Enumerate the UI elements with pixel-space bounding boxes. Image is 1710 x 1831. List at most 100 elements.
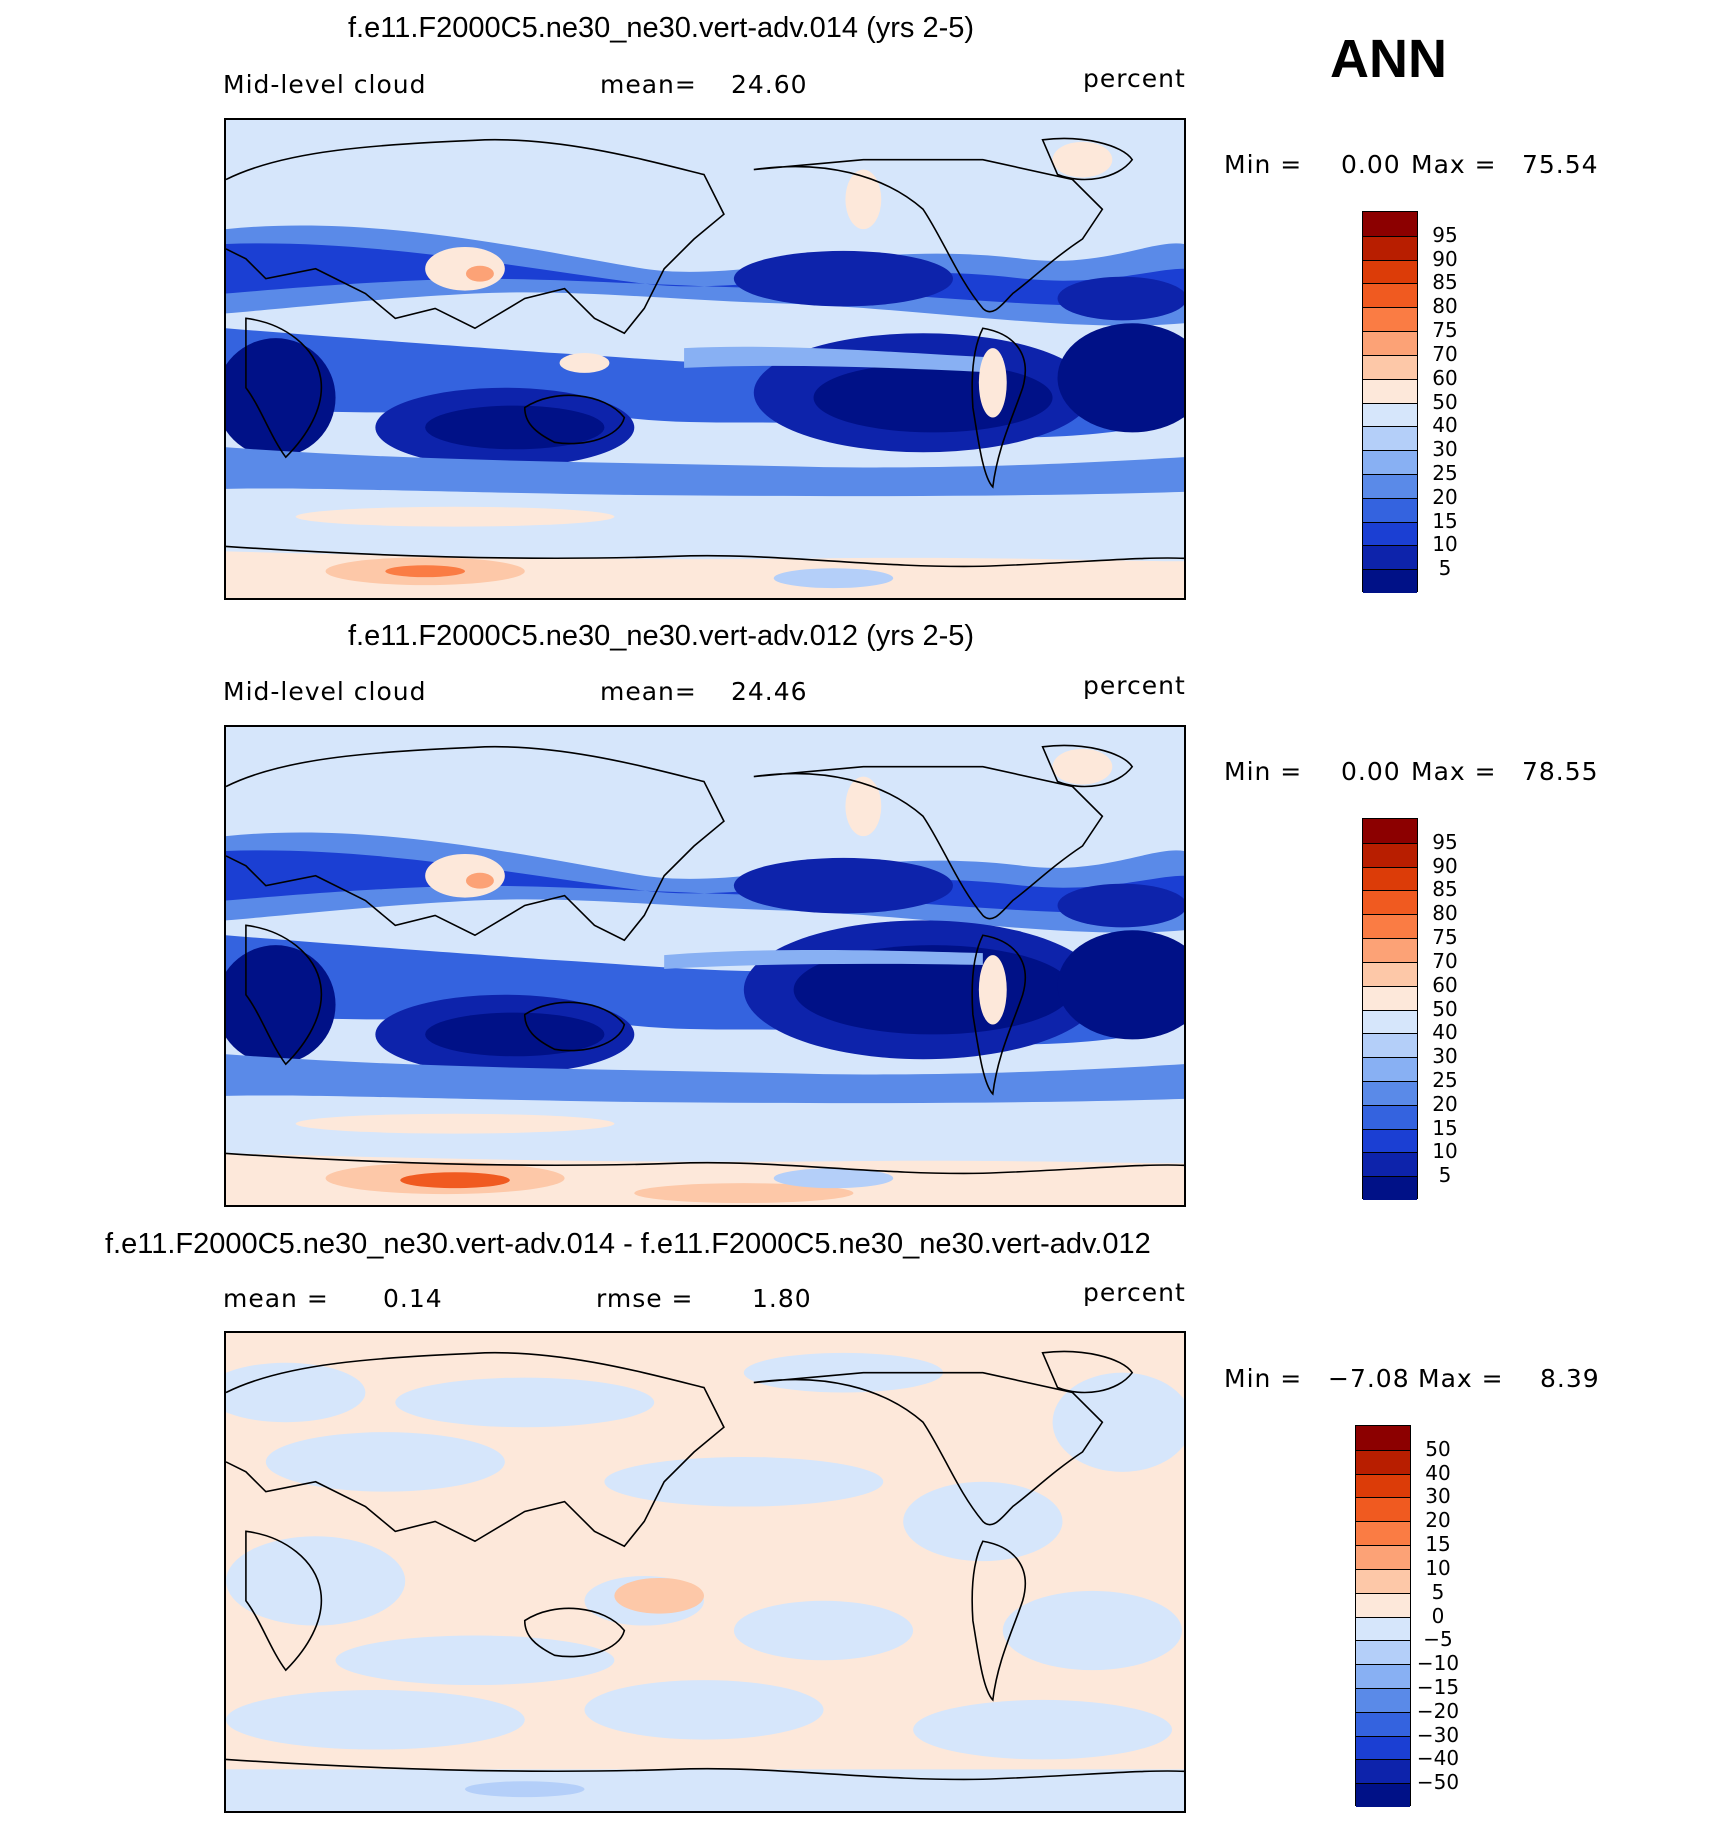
colorbar-tick-label: 40: [1432, 413, 1458, 438]
panel3-title: f.e11.F2000C5.ne30_ne30.vert-adv.014 - f…: [105, 1228, 1151, 1260]
colorbar-swatch: [1363, 331, 1417, 355]
colorbar-tick-label: 0: [1431, 1603, 1445, 1628]
panel3-mean-value: 0.14: [383, 1284, 443, 1313]
colorbar-swatch: [1363, 866, 1417, 891]
panel3-mean-label: mean =: [223, 1284, 329, 1313]
panel3-colorbar: [1355, 1425, 1411, 1807]
colorbar-swatch: [1356, 1545, 1410, 1569]
colorbar-tick-label: 10: [1432, 1139, 1458, 1164]
panel3-map: [224, 1331, 1186, 1813]
colorbar-tick-label: 30: [1432, 437, 1458, 462]
colorbar-swatch: [1356, 1449, 1410, 1474]
colorbar-swatch: [1363, 985, 1417, 1010]
panel3-rmse-value: 1.80: [752, 1284, 812, 1313]
colorbar-tick-label: 25: [1432, 1067, 1458, 1092]
panel3-min-label: Min =: [1224, 1364, 1303, 1393]
colorbar-swatch: [1356, 1783, 1410, 1807]
colorbar-swatch: [1356, 1592, 1410, 1617]
panel2-min-label: Min =: [1224, 757, 1303, 786]
colorbar-tick-label: 70: [1432, 341, 1458, 366]
panel1-mean-value: 24.60: [731, 70, 808, 99]
colorbar-tick-label: −50: [1416, 1770, 1460, 1795]
panel1-units: percent: [1083, 64, 1186, 93]
colorbar-tick-label: 95: [1432, 829, 1458, 854]
colorbar-swatch: [1363, 1128, 1417, 1153]
colorbar-swatch: [1356, 1664, 1410, 1688]
colorbar-swatch: [1363, 842, 1417, 867]
panel2-variable: Mid-level cloud: [223, 677, 427, 706]
colorbar-tick-label: 75: [1432, 925, 1458, 950]
colorbar-tick-label: 50: [1432, 996, 1458, 1021]
colorbar-tick-label: 5: [1438, 1163, 1452, 1188]
colorbar-swatch: [1363, 1057, 1417, 1081]
colorbar-swatch: [1363, 819, 1417, 843]
colorbar-swatch: [1356, 1640, 1410, 1665]
colorbar-tick-label: 20: [1432, 484, 1458, 509]
colorbar-swatch: [1356, 1426, 1410, 1450]
panel2-colorbar: [1362, 818, 1418, 1200]
colorbar-swatch: [1363, 1152, 1417, 1177]
colorbar-swatch: [1363, 1104, 1417, 1129]
colorbar-swatch: [1363, 1033, 1417, 1058]
panel2-units: percent: [1083, 671, 1186, 700]
colorbar-swatch: [1356, 1521, 1410, 1546]
colorbar-tick-label: 30: [1432, 1044, 1458, 1069]
panel2-mean-value: 24.46: [731, 677, 808, 706]
panel1-map: [224, 118, 1186, 600]
panel1-max-value: 75.54: [1522, 150, 1599, 179]
colorbar-tick-label: 60: [1432, 365, 1458, 390]
colorbar-swatch: [1356, 1497, 1410, 1522]
panel2-min-value: 0.00: [1341, 757, 1401, 786]
colorbar-swatch: [1356, 1735, 1410, 1760]
colorbar-swatch: [1363, 307, 1417, 332]
colorbar-tick-label: 80: [1432, 294, 1458, 319]
colorbar-tick-label: −10: [1416, 1651, 1460, 1676]
colorbar-tick-label: 80: [1432, 901, 1458, 926]
colorbar-swatch: [1356, 1711, 1410, 1736]
colorbar-tick-label: 60: [1432, 972, 1458, 997]
panel3-units: percent: [1083, 1278, 1186, 1307]
colorbar-tick-label: −20: [1416, 1698, 1460, 1723]
colorbar-swatch: [1363, 1176, 1417, 1200]
panel1-mean-label: mean=: [600, 70, 697, 99]
colorbar-swatch: [1363, 914, 1417, 939]
colorbar-tick-label: −15: [1416, 1674, 1460, 1699]
colorbar-swatch: [1363, 497, 1417, 522]
colorbar-swatch: [1363, 259, 1417, 284]
panel2-map: [224, 725, 1186, 1207]
colorbar-tick-label: 10: [1425, 1555, 1451, 1580]
colorbar-tick-label: 75: [1432, 318, 1458, 343]
colorbar-swatch: [1363, 450, 1417, 474]
colorbar-tick-label: 50: [1425, 1436, 1451, 1461]
colorbar-swatch: [1356, 1759, 1410, 1784]
colorbar-swatch: [1363, 890, 1417, 915]
colorbar-swatch: [1363, 212, 1417, 236]
panel1-colorbar: [1362, 211, 1418, 593]
panel1-min-label: Min =: [1224, 150, 1303, 179]
colorbar-swatch: [1363, 235, 1417, 260]
colorbar-swatch: [1363, 938, 1417, 962]
colorbar-tick-label: 15: [1432, 508, 1458, 533]
colorbar-swatch: [1363, 569, 1417, 593]
colorbar-swatch: [1363, 545, 1417, 570]
panel3-min-value: −7.08: [1328, 1364, 1410, 1393]
panel3-rmse-label: rmse =: [596, 1284, 694, 1313]
colorbar-tick-label: 15: [1425, 1532, 1451, 1557]
panel2-contour-field: [226, 727, 1184, 1205]
panel1-contour-field: [226, 120, 1184, 598]
colorbar-tick-label: 25: [1432, 460, 1458, 485]
panel1-max-label: Max =: [1411, 150, 1497, 179]
colorbar-tick-label: 40: [1425, 1460, 1451, 1485]
colorbar-tick-label: 5: [1438, 556, 1452, 581]
colorbar-swatch: [1363, 961, 1417, 986]
panel3-max-label: Max =: [1418, 1364, 1504, 1393]
colorbar-tick-label: 85: [1432, 270, 1458, 295]
colorbar-tick-label: 40: [1432, 1020, 1458, 1045]
colorbar-tick-label: 70: [1432, 948, 1458, 973]
colorbar-tick-label: 10: [1432, 532, 1458, 557]
colorbar-swatch: [1356, 1616, 1410, 1641]
colorbar-tick-label: 5: [1431, 1579, 1445, 1604]
panel1-title: f.e11.F2000C5.ne30_ne30.vert-adv.014 (yr…: [348, 12, 975, 44]
panel1-min-value: 0.00: [1341, 150, 1401, 179]
colorbar-tick-label: 20: [1425, 1508, 1451, 1533]
